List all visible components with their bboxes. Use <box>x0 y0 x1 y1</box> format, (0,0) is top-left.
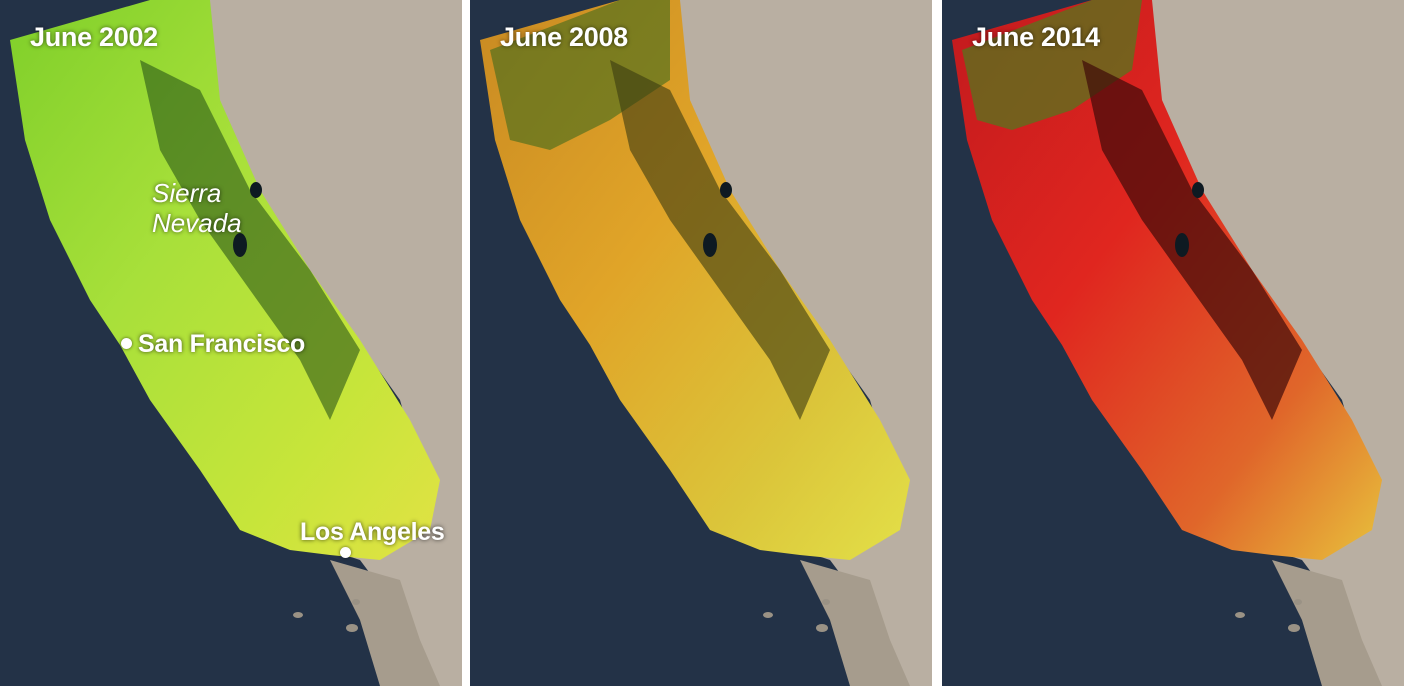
san-francisco-marker <box>121 338 132 349</box>
panel-title: June 2014 <box>972 22 1100 52</box>
map-2008 <box>470 0 932 686</box>
sierra-label: Sierra <box>152 178 222 208</box>
island <box>352 599 360 605</box>
mono-lake <box>250 182 262 198</box>
island <box>1235 612 1245 618</box>
island <box>1288 624 1300 632</box>
san-francisco-label: San Francisco <box>138 330 305 358</box>
sierra-dark-band <box>140 60 360 420</box>
mono-lake <box>720 182 732 198</box>
island <box>1294 599 1302 605</box>
island <box>293 612 303 618</box>
lake-tahoe <box>1175 233 1189 257</box>
map-2014 <box>942 0 1404 686</box>
california-drought-area <box>952 0 1382 560</box>
north-green-area <box>962 0 1142 130</box>
map-panel-2008: June 2008 <box>470 0 932 686</box>
los-angeles-marker <box>340 547 351 558</box>
california-drought-area <box>480 0 910 560</box>
lake-tahoe <box>233 233 247 257</box>
los-angeles-label: Los Angeles <box>300 518 445 546</box>
mono-lake <box>1192 182 1204 198</box>
sierra-dark-band <box>1082 60 1302 420</box>
sierra-nevada-label: Sierra Nevada <box>152 178 242 238</box>
nevada-label: Nevada <box>152 208 242 238</box>
land-baja-coast <box>1272 560 1382 686</box>
island <box>346 624 358 632</box>
map-panel-2014: June 2014 <box>942 0 1404 686</box>
map-panel-2002: June 2002 Sierra Nevada San Francisco Lo… <box>0 0 462 686</box>
panel-title: June 2008 <box>500 22 628 52</box>
island <box>816 624 828 632</box>
land-baja-coast <box>330 560 440 686</box>
island <box>763 612 773 618</box>
sierra-dark-band <box>610 60 830 420</box>
lake-tahoe <box>703 233 717 257</box>
land-baja-coast <box>800 560 910 686</box>
island <box>822 599 830 605</box>
map-2002 <box>0 0 462 686</box>
panel-title: June 2002 <box>30 22 158 52</box>
north-green-area <box>490 0 670 150</box>
california-drought-area <box>10 0 440 560</box>
